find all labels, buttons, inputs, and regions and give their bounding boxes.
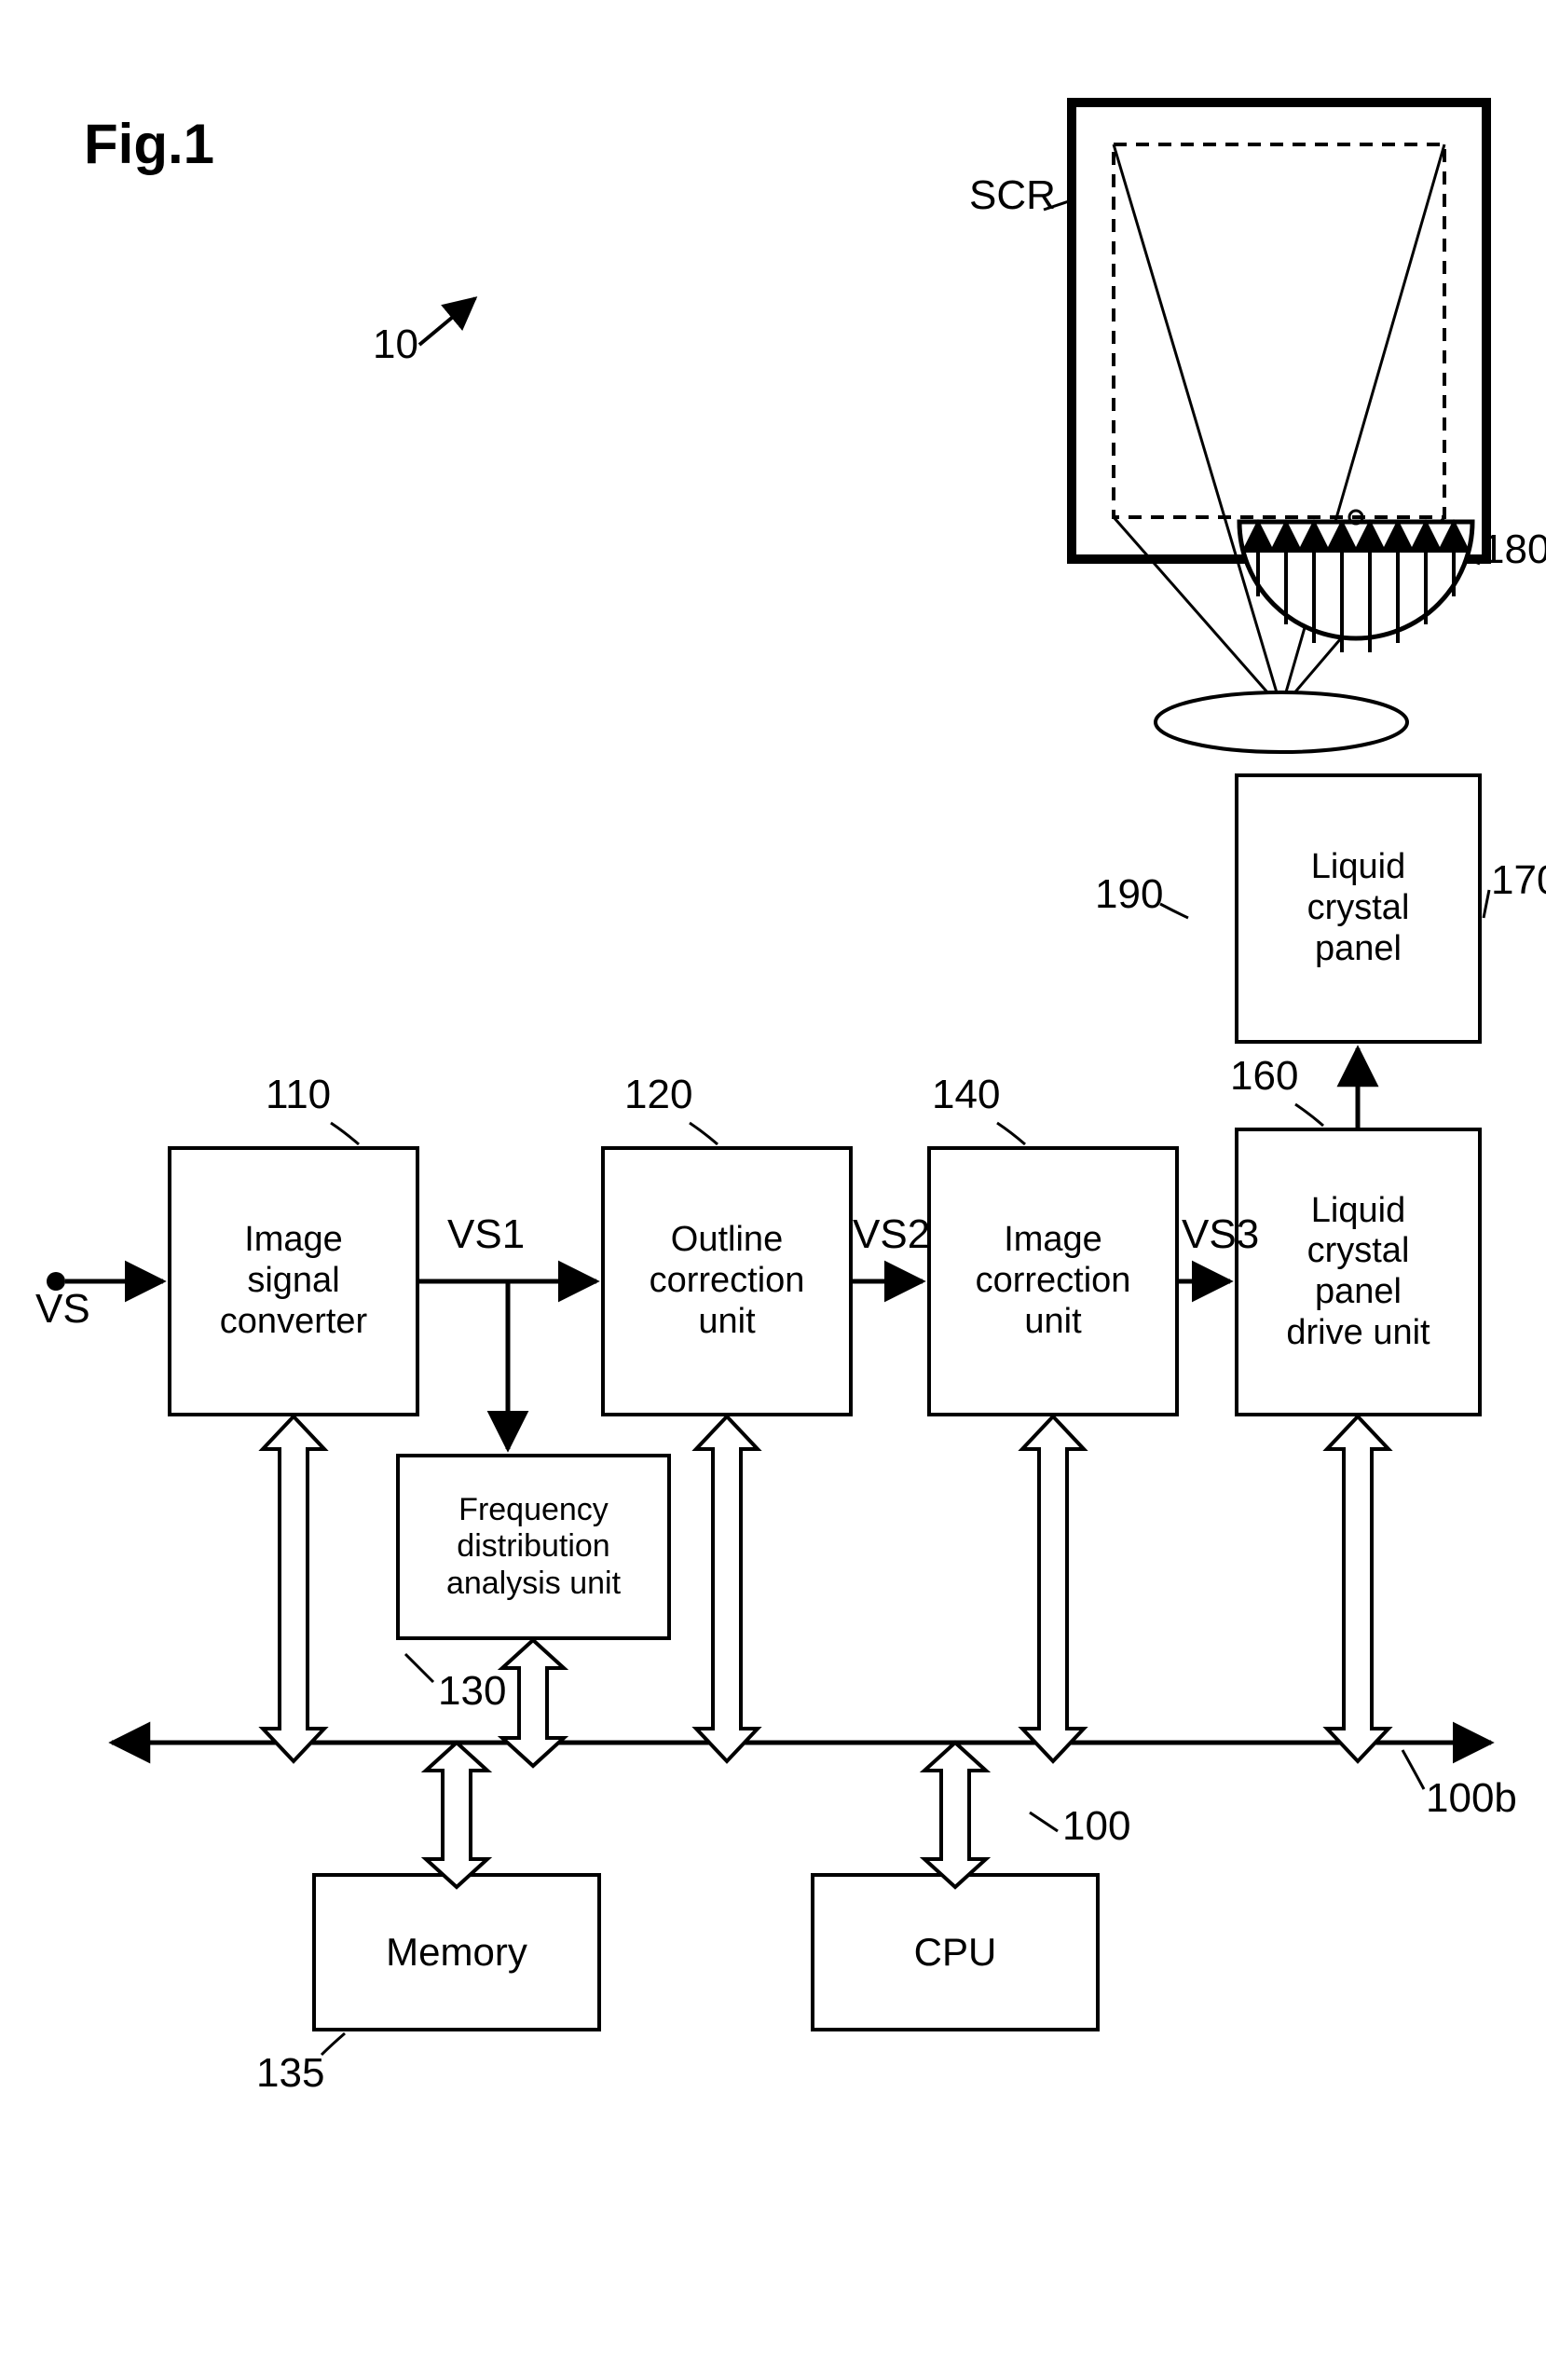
- block-outline-correction-unit: Outline correction unit: [601, 1146, 853, 1416]
- block-label: Image signal converter: [220, 1220, 367, 1342]
- hollow-arrow-memory-bus: [426, 1743, 487, 1887]
- ref-190: 190: [1095, 871, 1163, 918]
- ref-10: 10: [373, 321, 418, 368]
- block-lcd-panel: Liquid crystal panel: [1235, 773, 1482, 1044]
- ref-180: 180: [1482, 527, 1546, 573]
- block-frequency-distribution-unit: Frequency distribution analysis unit: [396, 1454, 671, 1640]
- ref-140: 140: [932, 1072, 1000, 1118]
- hollow-arrow-160-bus: [1327, 1416, 1389, 1761]
- hollow-arrow-110-bus: [263, 1416, 324, 1761]
- block-label: Liquid crystal panel drive unit: [1286, 1191, 1430, 1354]
- ref-120: 120: [624, 1072, 692, 1118]
- label-vs3: VS3: [1182, 1211, 1259, 1258]
- ref-110: 110: [266, 1072, 331, 1118]
- label-vs-input: VS: [35, 1286, 90, 1333]
- ref-scr: SCR: [969, 172, 1056, 219]
- hollow-arrow-cpu-bus: [924, 1743, 986, 1887]
- block-cpu: CPU: [811, 1873, 1100, 2031]
- block-memory: Memory: [312, 1873, 601, 2031]
- ref-170: 170: [1491, 857, 1546, 904]
- label-vs2: VS2: [853, 1211, 930, 1258]
- ref-135: 135: [256, 2050, 324, 2097]
- block-label: Liquid crystal panel: [1307, 847, 1410, 969]
- block-label: CPU: [914, 1930, 997, 1975]
- block-image-signal-converter: Image signal converter: [168, 1146, 419, 1416]
- block-label: Memory: [386, 1930, 527, 1975]
- figure-title: Fig.1: [84, 112, 214, 176]
- label-vs1: VS1: [447, 1211, 525, 1258]
- ref-160: 160: [1230, 1053, 1298, 1100]
- block-label: Image correction unit: [976, 1220, 1131, 1342]
- diagram-canvas: Fig.1 Image signal converter Outline cor…: [0, 0, 1546, 2380]
- hollow-arrow-140-bus: [1022, 1416, 1084, 1761]
- block-image-correction-unit: Image correction unit: [927, 1146, 1179, 1416]
- hollow-arrow-130-bus: [502, 1640, 564, 1766]
- block-label: Outline correction unit: [650, 1220, 805, 1342]
- block-label: Frequency distribution analysis unit: [446, 1492, 621, 1601]
- ref-100: 100: [1062, 1803, 1130, 1850]
- block-lcd-drive-unit: Liquid crystal panel drive unit: [1235, 1128, 1482, 1416]
- ref-100b: 100b: [1426, 1775, 1517, 1822]
- ref-130: 130: [438, 1668, 506, 1715]
- hollow-arrow-120-bus: [696, 1416, 758, 1761]
